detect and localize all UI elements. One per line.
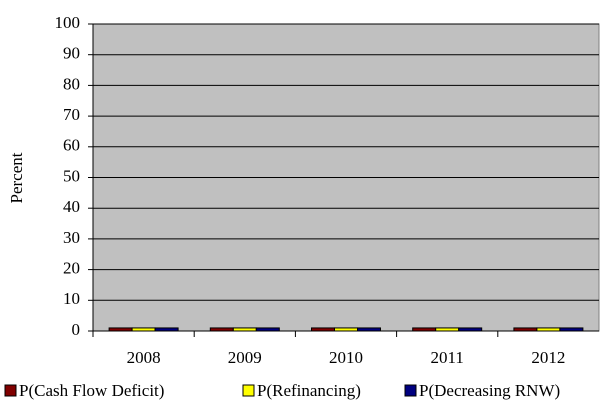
y-tick-label: 0: [72, 320, 81, 339]
legend-swatch: [242, 384, 255, 397]
legend-label: P(Cash Flow Deficit): [19, 381, 164, 400]
x-tick-label: 2009: [228, 348, 262, 367]
bar: [357, 327, 381, 332]
y-tick-label: 50: [63, 166, 80, 185]
x-tick-label: 2008: [127, 348, 161, 367]
x-tick-label: 2011: [431, 348, 464, 367]
y-tick-label: 30: [63, 228, 80, 247]
legend-swatch: [404, 384, 417, 397]
x-tick-label: 2012: [531, 348, 565, 367]
legend-label: P(Refinancing): [257, 381, 361, 400]
bar: [311, 327, 335, 332]
bar: [412, 327, 437, 332]
y-axis-label: Percent: [7, 152, 26, 203]
bar: [108, 327, 133, 332]
legend-swatch: [4, 384, 17, 397]
bar: [334, 327, 358, 332]
bar: [559, 327, 584, 332]
legend-label: P(Decreasing RNW): [419, 381, 560, 400]
bar: [154, 327, 179, 332]
bar: [513, 327, 538, 332]
y-tick-label: 40: [63, 197, 80, 216]
bar: [435, 327, 460, 332]
bar: [131, 327, 156, 332]
bar: [232, 327, 257, 332]
y-tick-label: 70: [63, 105, 80, 124]
bar: [458, 327, 483, 332]
bar: [209, 327, 234, 332]
y-tick-label: 60: [63, 136, 80, 155]
y-tick-label: 100: [55, 13, 81, 32]
y-tick-label: 80: [63, 74, 80, 93]
y-tick-label: 90: [63, 44, 80, 63]
x-tick-label: 2010: [329, 348, 363, 367]
bar: [536, 327, 561, 332]
y-tick-label: 10: [63, 289, 80, 308]
y-tick-label: 20: [63, 259, 80, 278]
bar: [255, 327, 280, 332]
